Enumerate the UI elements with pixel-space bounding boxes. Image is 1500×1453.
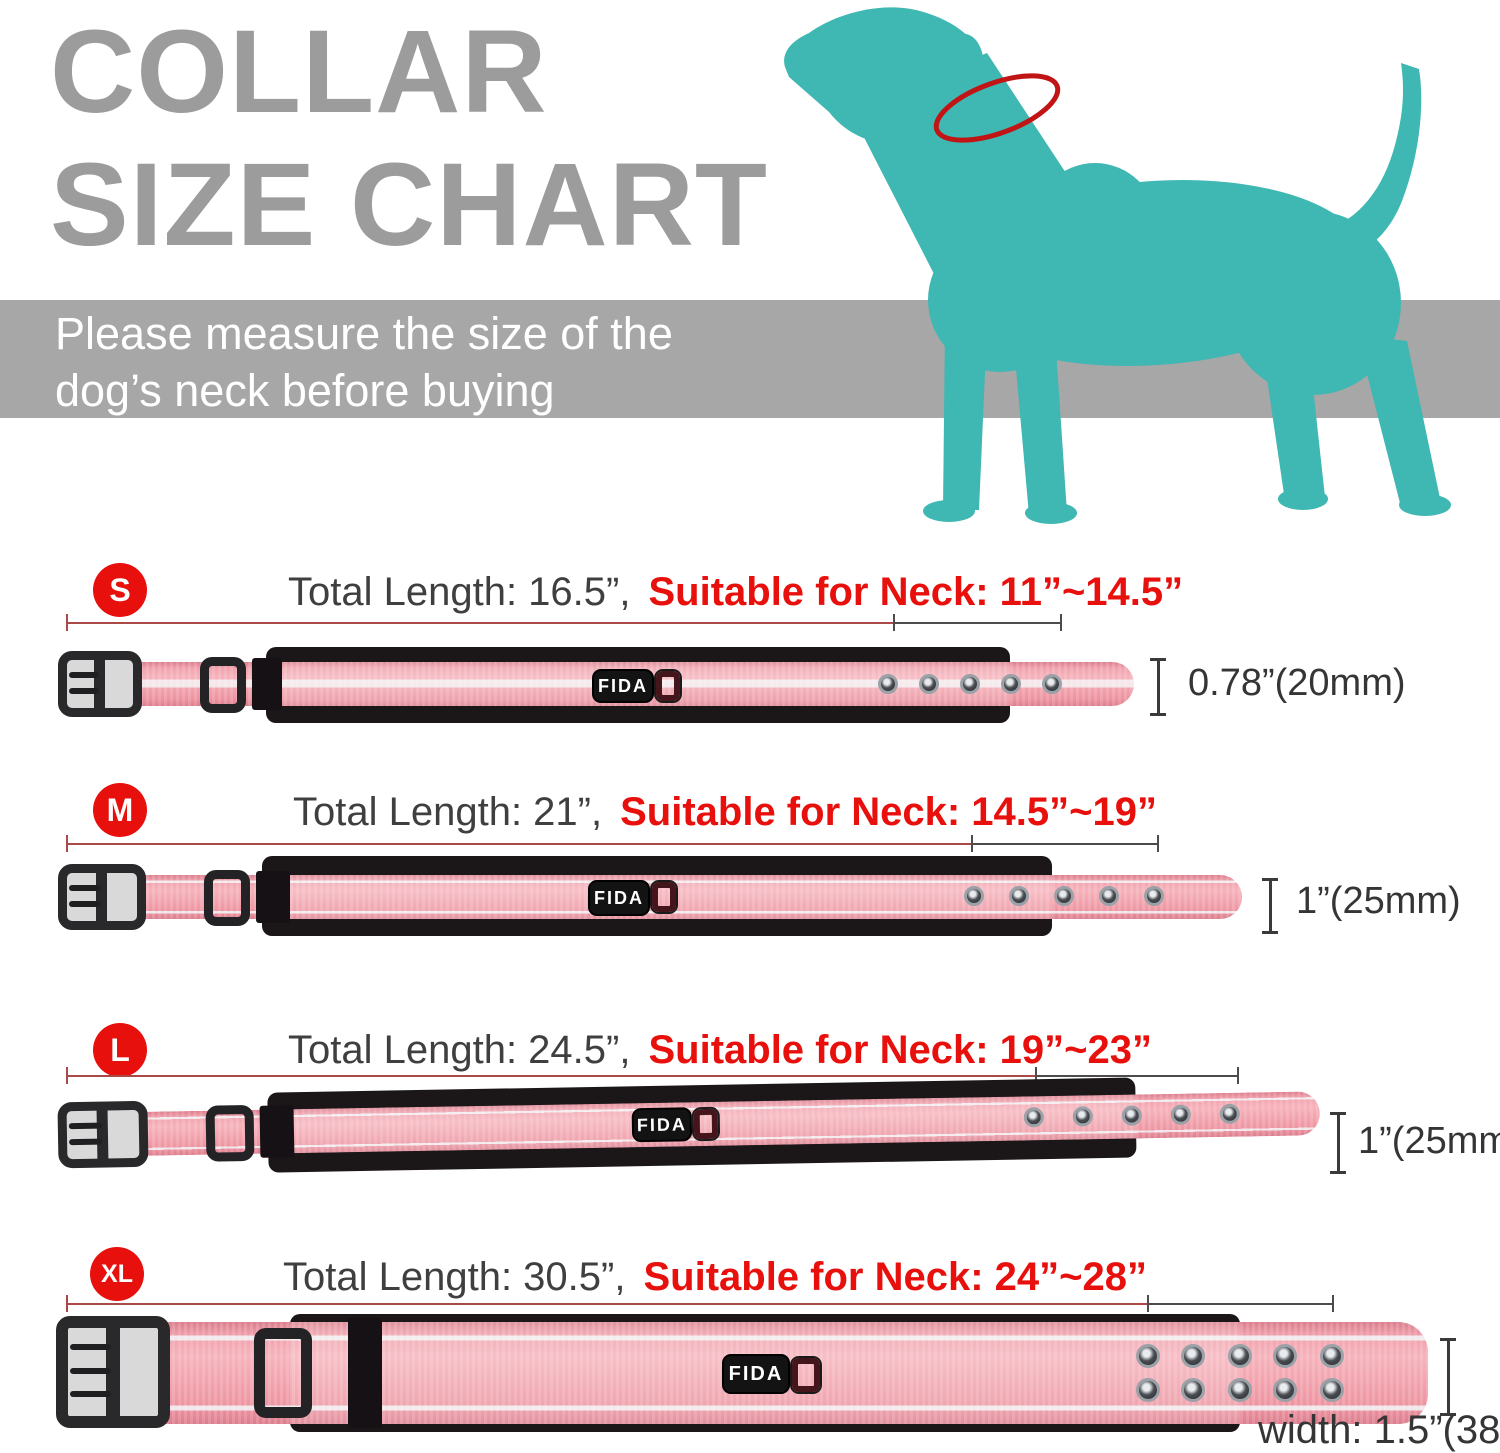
measure-line-l	[0, 1067, 1500, 1085]
page-title: COLLAR SIZE CHART	[50, 6, 768, 273]
brand-tag: FIDA	[588, 880, 650, 916]
width-label-s: 0.78”(20mm)	[1188, 662, 1406, 704]
measure-line-xl	[0, 1295, 1500, 1313]
eyelet	[1320, 1344, 1344, 1368]
eyelet	[1273, 1344, 1297, 1368]
width-bracket-l	[1330, 1112, 1346, 1174]
size-row-m-text: Total Length: 21”, Suitable for Neck: 14.…	[293, 790, 1157, 835]
tag-clip-icon	[792, 1358, 820, 1392]
measure-line-m	[0, 835, 1500, 853]
eyelet	[1136, 1344, 1160, 1368]
instruction-line1: Please measure the size of the	[55, 308, 673, 359]
belt-loop	[256, 871, 290, 923]
neck-range-text: Suitable for Neck: 24”~28”	[643, 1255, 1148, 1299]
belt-loop	[259, 1105, 295, 1158]
size-row-l-text: Total Length: 24.5”, Suitable for Neck: 1…	[288, 1028, 1152, 1073]
eyelet	[1228, 1344, 1252, 1368]
neck-range-text: Suitable for Neck: 11”~14.5”	[648, 570, 1184, 614]
size-badge-l: L	[93, 1023, 147, 1077]
eyelet	[1181, 1344, 1205, 1368]
eyelet	[919, 674, 939, 694]
brand-tag: FIDA	[592, 669, 654, 703]
page-title-line1: COLLAR	[50, 6, 548, 138]
eyelet	[1009, 886, 1029, 906]
brand-tag-label: FIDA	[598, 675, 648, 696]
eyelet	[1054, 886, 1074, 906]
size-badge-s: S	[93, 563, 147, 617]
dog-tail	[1321, 63, 1422, 263]
dog-silhouette	[784, 7, 1451, 524]
width-bracket-m	[1262, 878, 1278, 934]
size-badge-xl: XL	[90, 1247, 144, 1301]
dog-collar-outline	[933, 73, 1061, 143]
eyelet	[964, 886, 984, 906]
eyelet	[1144, 886, 1164, 906]
buckle-icon	[58, 864, 146, 930]
brand-tag-label: FIDA	[594, 887, 644, 908]
belt-loop	[252, 658, 282, 710]
d-ring-icon	[205, 1104, 255, 1162]
tag-clip-icon	[652, 882, 676, 912]
eyelet	[1181, 1378, 1205, 1402]
collar-graphic-xl: FIDA	[54, 1312, 1444, 1442]
total-length-text: Total Length: 21”,	[293, 790, 603, 834]
instruction-text: Please measure the size of the dog’s neck…	[55, 306, 673, 419]
collar-graphic-s: FIDA	[56, 645, 1176, 727]
measure-line-s	[0, 614, 1500, 632]
d-ring-icon	[200, 657, 246, 713]
eyelet	[1273, 1378, 1297, 1402]
width-label-xl: width: 1.5”(38mm)	[1258, 1408, 1500, 1452]
buckle-icon	[56, 1316, 170, 1428]
eyelet	[960, 674, 980, 694]
collar-graphic-m: FIDA	[56, 852, 1276, 944]
eyelet	[1042, 674, 1062, 694]
total-length-text: Total Length: 16.5”,	[288, 570, 631, 614]
neck-range-text: Suitable for Neck: 14.5”~19”	[620, 790, 1158, 834]
brand-tag-label: FIDA	[636, 1113, 688, 1135]
instruction-line2: dog’s neck before buying	[55, 364, 555, 416]
eyelet	[878, 674, 898, 694]
eyelet	[1001, 674, 1021, 694]
eyelet	[1099, 886, 1119, 906]
eyelet	[1320, 1378, 1344, 1402]
brand-tag: FIDA	[722, 1354, 790, 1394]
belt-loop	[348, 1318, 382, 1428]
total-length-text: Total Length: 24.5”,	[288, 1028, 631, 1072]
eyelet	[1136, 1378, 1160, 1402]
eyelet	[1228, 1378, 1252, 1402]
buckle-icon	[58, 651, 142, 717]
brand-tag: FIDA	[631, 1107, 693, 1143]
size-row-xl-text: Total Length: 30.5”, Suitable for Neck: 2…	[283, 1255, 1147, 1300]
size-badge-m: M	[93, 783, 147, 837]
page-title-line2: SIZE CHART	[50, 139, 768, 272]
neck-range-text: Suitable for Neck: 19”~23”	[648, 1028, 1153, 1072]
brand-tag-label: FIDA	[728, 1362, 784, 1385]
d-ring-icon	[204, 870, 250, 926]
width-label-l: 1”(25mm)	[1358, 1120, 1500, 1162]
buckle-icon	[57, 1100, 149, 1169]
d-ring-icon	[254, 1328, 312, 1418]
width-bracket-s	[1150, 658, 1166, 716]
tag-clip-icon	[656, 671, 680, 701]
width-bracket-xl	[1440, 1338, 1456, 1416]
total-length-text: Total Length: 30.5”,	[283, 1255, 626, 1299]
tag-clip-icon	[693, 1108, 719, 1140]
size-row-s-text: Total Length: 16.5”, Suitable for Neck: 1…	[288, 570, 1183, 615]
width-label-m: 1”(25mm)	[1296, 880, 1461, 922]
